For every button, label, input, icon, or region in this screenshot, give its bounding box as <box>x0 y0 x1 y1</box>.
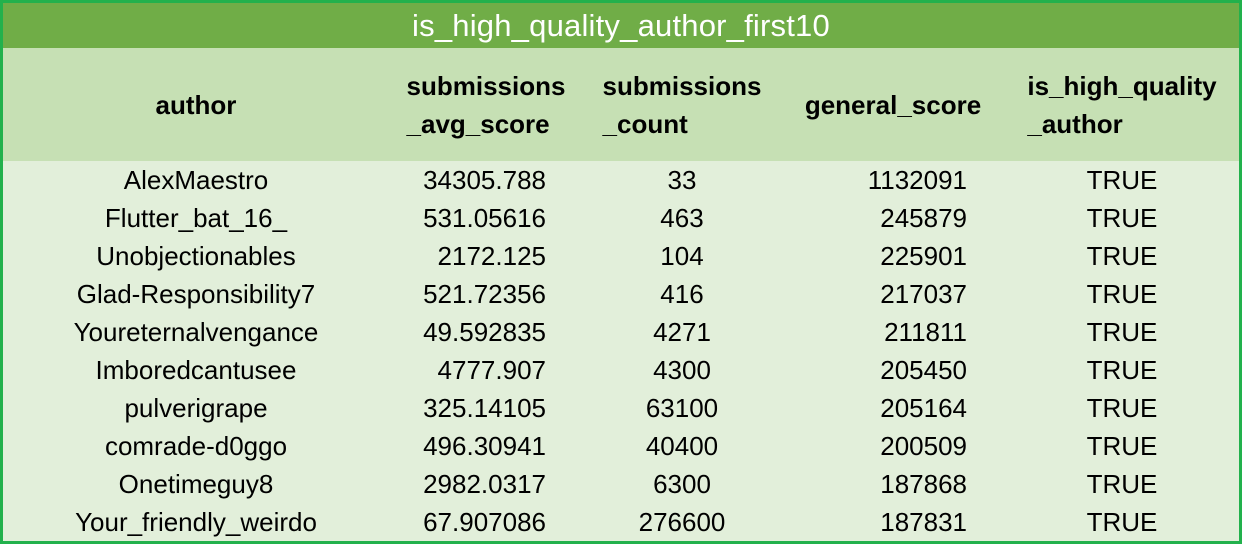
cell-avg-score: 521.72356 <box>423 279 546 309</box>
cell-general-score: 225901 <box>880 241 967 271</box>
cell-count: 4271 <box>653 317 711 347</box>
cell-general-score: 1132091 <box>867 165 967 195</box>
cell-general-score: 205164 <box>880 393 967 423</box>
cell-avg-score: 34305.788 <box>423 165 546 195</box>
cell-count: 276600 <box>638 507 726 537</box>
cell-count: 33 <box>667 165 697 195</box>
cell-author: Youreternalvengance <box>73 317 319 347</box>
cell-avg-score: 496.30941 <box>423 431 546 461</box>
cell-is-high-quality: TRUE <box>1086 165 1158 195</box>
cell-author: Onetimeguy8 <box>118 469 274 499</box>
header-row: author submissions _avg_score submissions… <box>3 48 1239 161</box>
cell-is-high-quality: TRUE <box>1086 203 1158 233</box>
cell-general-score: 205450 <box>880 355 967 385</box>
cell-count: 463 <box>660 203 704 233</box>
header-submissions-count: submissions _count <box>602 70 762 139</box>
header-author: author <box>155 89 237 120</box>
cell-count: 104 <box>660 241 704 271</box>
cell-avg-score: 67.907086 <box>423 507 546 537</box>
cell-count: 6300 <box>653 469 711 499</box>
cell-is-high-quality: TRUE <box>1086 393 1158 423</box>
cell-general-score: 200509 <box>880 431 967 461</box>
cell-count: 63100 <box>645 393 719 423</box>
cell-avg-score: 531.05616 <box>423 203 546 233</box>
cell-author: Flutter_bat_16_ <box>104 203 288 233</box>
cell-count: 4300 <box>653 355 711 385</box>
table-row: pulverigrape 325.14105 63100 205164 TRUE <box>3 389 1239 427</box>
cell-author: Unobjectionables <box>96 241 296 271</box>
cell-avg-score: 2172.125 <box>437 241 546 271</box>
table-row: Glad-Responsibility7 521.72356 416 21703… <box>3 275 1239 313</box>
header-is-high-quality-author: is_high_quality _author <box>1027 70 1217 139</box>
cell-general-score: 211811 <box>884 317 967 347</box>
cell-author: comrade-d0ggo <box>104 431 288 461</box>
cell-general-score: 187868 <box>880 469 967 499</box>
table-row: AlexMaestro 34305.788 33 1132091 TRUE <box>3 161 1239 199</box>
cell-is-high-quality: TRUE <box>1086 469 1158 499</box>
header-submissions-avg-score: submissions _avg_score <box>406 70 566 139</box>
table-row: Flutter_bat_16_ 531.05616 463 245879 TRU… <box>3 199 1239 237</box>
table-title: is_high_quality_author_first10 <box>3 3 1239 48</box>
cell-general-score: 217037 <box>880 279 967 309</box>
table-row: Your_friendly_weirdo 67.907086 276600 18… <box>3 503 1239 541</box>
cell-author: pulverigrape <box>124 393 268 423</box>
cell-avg-score: 4777.907 <box>437 355 546 385</box>
cell-is-high-quality: TRUE <box>1086 241 1158 271</box>
header-general-score: general_score <box>804 89 982 120</box>
cell-author: Your_friendly_weirdo <box>75 507 317 537</box>
cell-author: Glad-Responsibility7 <box>76 279 316 309</box>
cell-author: AlexMaestro <box>123 165 269 195</box>
cell-general-score: 187831 <box>880 507 967 537</box>
cell-general-score: 245879 <box>880 203 967 233</box>
cell-author: Imboredcantusee <box>95 355 297 385</box>
table-row: Youreternalvengance 49.592835 4271 21181… <box>3 313 1239 351</box>
table-row: Imboredcantusee 4777.907 4300 205450 TRU… <box>3 351 1239 389</box>
cell-is-high-quality: TRUE <box>1086 317 1158 347</box>
cell-is-high-quality: TRUE <box>1086 355 1158 385</box>
table-row: Unobjectionables 2172.125 104 225901 TRU… <box>3 237 1239 275</box>
cell-is-high-quality: TRUE <box>1086 279 1158 309</box>
cell-avg-score: 49.592835 <box>423 317 546 347</box>
table-row: Onetimeguy8 2982.0317 6300 187868 TRUE <box>3 465 1239 503</box>
cell-count: 416 <box>660 279 704 309</box>
cell-count: 40400 <box>645 431 719 461</box>
cell-avg-score: 325.14105 <box>423 393 546 423</box>
data-table: author submissions _avg_score submissions… <box>3 48 1239 541</box>
table-row: comrade-d0ggo 496.30941 40400 200509 TRU… <box>3 427 1239 465</box>
cell-avg-score: 2982.0317 <box>423 469 546 499</box>
cell-is-high-quality: TRUE <box>1086 431 1158 461</box>
cell-is-high-quality: TRUE <box>1086 507 1158 537</box>
